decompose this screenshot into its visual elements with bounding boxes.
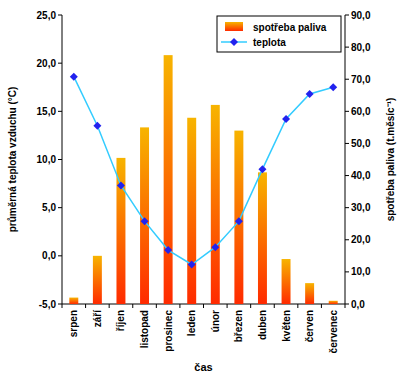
marker bbox=[70, 73, 78, 81]
y2-tick-label: 10,0 bbox=[351, 266, 371, 277]
y2-tick-label: 40,0 bbox=[351, 170, 371, 181]
bar bbox=[93, 256, 102, 304]
y2-tick-label: 60,0 bbox=[351, 106, 371, 117]
y-tick-label: 20,0 bbox=[37, 58, 57, 69]
marker bbox=[329, 83, 337, 91]
marker bbox=[235, 217, 243, 225]
y2-tick bbox=[345, 304, 349, 305]
x-tick-label: září bbox=[92, 309, 103, 327]
y2-axis bbox=[345, 15, 346, 304]
y2-tick-label: 30,0 bbox=[351, 202, 371, 213]
y2-tick bbox=[345, 79, 349, 80]
legend-marker bbox=[230, 38, 238, 46]
y-tick bbox=[58, 111, 62, 112]
x-tick-label: červen bbox=[304, 310, 315, 342]
y2-tick-label: 0,0 bbox=[351, 299, 365, 310]
y-tick-label: 5,0 bbox=[42, 202, 56, 213]
marker bbox=[164, 246, 172, 254]
bar bbox=[282, 259, 291, 304]
y2-tick bbox=[345, 239, 349, 240]
y2-tick-label: 80,0 bbox=[351, 42, 371, 53]
y-tick-label: 25,0 bbox=[37, 10, 57, 21]
marker bbox=[93, 122, 101, 130]
y2-tick bbox=[345, 15, 349, 16]
y2-tick bbox=[345, 47, 349, 48]
x-tick bbox=[179, 304, 180, 308]
x-tick bbox=[345, 304, 346, 308]
x-tick bbox=[227, 304, 228, 308]
x-tick-label: listopad bbox=[139, 310, 150, 348]
y2-tick-label: 90,0 bbox=[351, 10, 371, 21]
x-tick-label: březen bbox=[233, 310, 244, 342]
chart: -5,0 0,0 5,0 10,0 15,0 20,0 25,0 0,0 10,0 20,0 30,… bbox=[0, 0, 405, 377]
x-tick-label: prosinec bbox=[163, 310, 174, 352]
y-tick-label: 15,0 bbox=[37, 106, 57, 117]
x-tick bbox=[274, 304, 275, 308]
x-tick bbox=[297, 304, 298, 308]
x-tick-label: leden bbox=[186, 310, 197, 336]
y-tick bbox=[58, 159, 62, 160]
y-tick bbox=[58, 304, 62, 305]
y-tick-label: 0,0 bbox=[42, 250, 56, 261]
bar bbox=[305, 283, 314, 304]
legend-box bbox=[217, 16, 341, 52]
y2-tick bbox=[345, 207, 349, 208]
marker bbox=[282, 115, 290, 123]
bar bbox=[164, 55, 173, 304]
y2-tick-label: 70,0 bbox=[351, 74, 371, 85]
marker bbox=[211, 243, 219, 251]
legend: spotřeba paliva teplota bbox=[217, 16, 341, 52]
x-tick bbox=[132, 304, 133, 308]
bar bbox=[116, 158, 125, 304]
x-tick bbox=[109, 304, 110, 308]
y2-tick bbox=[345, 175, 349, 176]
legend-label: spotřeba paliva bbox=[253, 22, 327, 33]
y2-tick-label: 20,0 bbox=[351, 234, 371, 245]
marker bbox=[306, 90, 314, 98]
legend-label: teplota bbox=[253, 37, 286, 48]
marker bbox=[188, 261, 196, 269]
x-tick bbox=[85, 304, 86, 308]
marker bbox=[117, 182, 125, 190]
x-tick bbox=[321, 304, 322, 308]
marker bbox=[141, 217, 149, 225]
y-tick-label: -5,0 bbox=[39, 299, 57, 310]
y-tick bbox=[58, 207, 62, 208]
bar bbox=[211, 105, 220, 304]
x-tick-label: květen bbox=[281, 310, 292, 342]
bar bbox=[187, 118, 196, 304]
y-tick-label: 10,0 bbox=[37, 154, 57, 165]
x-tick bbox=[250, 304, 251, 308]
line bbox=[74, 77, 333, 265]
bar bbox=[234, 131, 243, 304]
x-tick-label: únor bbox=[210, 310, 221, 332]
x-tick-label: srpen bbox=[68, 310, 79, 337]
x-tick-label: říjen bbox=[115, 310, 126, 331]
marker bbox=[258, 165, 266, 173]
x-tick bbox=[156, 304, 157, 308]
marks bbox=[69, 55, 337, 304]
x-tick bbox=[203, 304, 204, 308]
bar bbox=[258, 172, 267, 304]
x-tick bbox=[62, 304, 63, 308]
legend-swatch bbox=[225, 22, 243, 31]
y2-tick bbox=[345, 271, 349, 272]
y-tick bbox=[58, 15, 62, 16]
bar bbox=[329, 301, 338, 304]
y2-tick bbox=[345, 111, 349, 112]
x-tick-label: duben bbox=[257, 310, 268, 340]
x-axis-title: čas bbox=[194, 361, 212, 373]
y-axis-title: průměrná teplota vzduchu (°C) bbox=[7, 87, 18, 233]
y-tick bbox=[58, 255, 62, 256]
y2-tick bbox=[345, 143, 349, 144]
y-tick bbox=[58, 63, 62, 64]
bar bbox=[69, 298, 78, 304]
y2-tick-label: 50,0 bbox=[351, 138, 371, 149]
x-tick-label: červenec bbox=[328, 310, 339, 354]
y2-axis-title: spotřeba paliva (t.měsíc⁻¹) bbox=[385, 98, 396, 222]
